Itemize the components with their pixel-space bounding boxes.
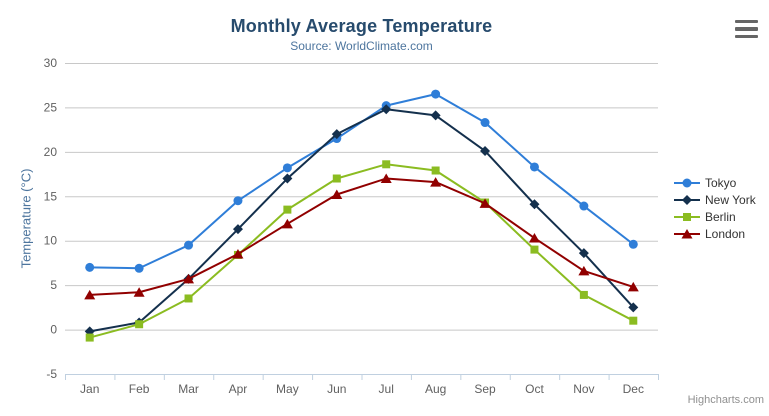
data-point[interactable] [627, 281, 639, 292]
data-point[interactable] [135, 320, 144, 329]
x-axis-label: Sep [474, 382, 496, 396]
chart-title: Monthly Average Temperature [230, 16, 493, 36]
legend-label: Tokyo [705, 175, 737, 190]
series-line-tokyo [88, 93, 635, 270]
data-point[interactable] [430, 177, 442, 187]
data-point[interactable] [282, 163, 292, 173]
data-point[interactable] [579, 201, 589, 211]
data-point[interactable] [184, 294, 193, 303]
data-point[interactable] [332, 174, 341, 183]
data-point[interactable] [281, 218, 293, 229]
x-axis-label: Dec [623, 382, 644, 396]
data-point[interactable] [528, 233, 540, 243]
legend-marker-icon [674, 178, 700, 187]
data-point[interactable] [382, 160, 391, 169]
series-line-london [88, 177, 635, 296]
hamburger-icon [734, 27, 758, 31]
data-point[interactable] [628, 302, 639, 313]
y-axis-tick-label: 10 [44, 234, 58, 248]
legend-item-london[interactable]: London [674, 226, 756, 241]
y-axis-tick-label: 5 [50, 278, 57, 292]
data-point[interactable] [480, 145, 491, 156]
legend-item-tokyo[interactable]: Tokyo [674, 175, 756, 190]
data-point[interactable] [133, 287, 145, 297]
legend-label: Berlin [705, 209, 736, 224]
x-axis-label: Mar [178, 382, 199, 396]
legend-marker-icon [674, 194, 700, 205]
data-point[interactable] [233, 196, 243, 206]
legend: Tokyo New York Berlin London [674, 175, 756, 241]
data-point[interactable] [84, 289, 96, 300]
y-axis-tick-label: 15 [44, 189, 58, 203]
data-point[interactable] [529, 199, 540, 210]
data-point[interactable] [232, 249, 244, 259]
x-axis-label: May [276, 382, 299, 396]
legend-marker-icon [674, 228, 700, 238]
x-axis-label: Oct [525, 382, 544, 396]
y-axis-tick-label: 25 [44, 100, 58, 114]
data-point[interactable] [479, 198, 491, 208]
x-axis-label: Jun [327, 382, 346, 396]
data-point[interactable] [530, 245, 539, 254]
data-point[interactable] [85, 333, 94, 342]
legend-marker-icon [674, 212, 700, 221]
context-menu-button[interactable] [731, 15, 761, 43]
y-axis-title: Temperature (°C) [18, 168, 34, 269]
x-axis-label: Jan [80, 382, 99, 396]
data-point[interactable] [431, 166, 440, 175]
legend-item-berlin[interactable]: Berlin [674, 209, 756, 224]
data-point[interactable] [282, 173, 293, 184]
series-line-berlin [88, 163, 635, 339]
data-point[interactable] [629, 316, 638, 325]
data-point[interactable] [331, 129, 342, 140]
hamburger-icon [734, 34, 758, 39]
y-axis-tick-label: 30 [44, 56, 58, 70]
legend-label: New York [705, 192, 756, 207]
data-point[interactable] [431, 89, 441, 99]
series-line-new-york [88, 108, 635, 333]
credits-link[interactable]: Highcharts.com [687, 394, 764, 406]
data-point[interactable] [579, 290, 588, 299]
data-point[interactable] [331, 189, 343, 200]
y-axis-tick-label: 20 [44, 145, 58, 159]
data-point[interactable] [134, 263, 144, 273]
x-axis-label: Apr [229, 382, 248, 396]
x-axis-label: Nov [573, 382, 594, 396]
data-point[interactable] [578, 265, 590, 276]
data-point[interactable] [430, 110, 441, 121]
data-point[interactable] [381, 104, 392, 115]
data-point[interactable] [380, 173, 392, 184]
legend-label: London [705, 226, 746, 241]
data-point[interactable] [628, 239, 638, 249]
y-axis-tick-label: 0 [50, 323, 57, 337]
x-axis-label: Aug [425, 382, 446, 396]
data-point[interactable] [283, 205, 292, 214]
legend-item-new-york[interactable]: New York [674, 192, 756, 207]
data-point[interactable] [480, 118, 490, 128]
data-point[interactable] [85, 262, 95, 272]
x-axis-label: Feb [129, 382, 150, 396]
data-point[interactable] [232, 224, 243, 235]
hamburger-icon [734, 19, 758, 24]
chart-subtitle: Source: WorldClimate.com [290, 39, 433, 53]
x-axis-label: Jul [379, 382, 394, 396]
data-point[interactable] [184, 240, 194, 250]
y-axis-tick-label: -5 [46, 367, 57, 381]
data-point[interactable] [578, 248, 589, 259]
data-point[interactable] [183, 273, 195, 284]
data-point[interactable] [529, 162, 539, 172]
